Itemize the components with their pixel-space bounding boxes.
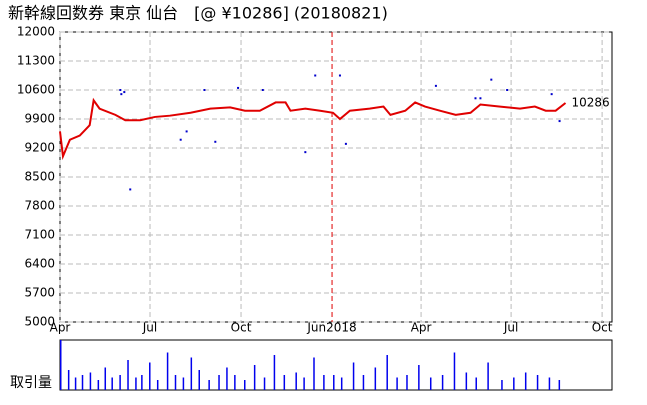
y-tick-label: 8500 <box>24 170 55 184</box>
volume-bar <box>127 360 129 390</box>
dot <box>185 130 188 133</box>
dot <box>479 97 482 100</box>
dot <box>129 188 132 191</box>
volume-bar <box>333 375 335 390</box>
y-tick-label: 6400 <box>24 257 55 271</box>
dot <box>344 142 347 145</box>
x-tick-label: Apr <box>50 321 71 335</box>
volume-bar <box>465 372 468 390</box>
volume-bar <box>208 380 210 390</box>
y-tick-label: 9900 <box>24 112 55 126</box>
chart-title: 新幹線回数券 東京 仙台 [@ ¥10286] (20180821) <box>8 4 388 23</box>
volume-bar <box>352 362 355 390</box>
volume-bar <box>441 375 444 390</box>
volume-bar <box>453 352 456 390</box>
volume-bar <box>548 377 551 390</box>
volume-bar <box>487 362 489 390</box>
volume-bar <box>303 377 305 390</box>
volume-bar <box>74 377 77 390</box>
volume-bar <box>273 355 276 390</box>
volume-bar <box>340 377 343 390</box>
x-tick-label: Oct <box>592 321 613 335</box>
volume-bar <box>283 375 286 390</box>
y-tick-label: 7100 <box>24 228 55 242</box>
x-tick-label: Jun2018 <box>306 321 356 335</box>
volume-bar <box>89 372 92 390</box>
volume-bar <box>111 377 113 390</box>
dot <box>179 138 182 141</box>
volume-area <box>59 339 613 391</box>
volume-bar <box>396 377 398 390</box>
dot <box>314 74 317 77</box>
volume-bar <box>67 370 70 390</box>
volume-bar <box>418 365 420 390</box>
y-tick-label: 9200 <box>24 141 55 155</box>
volume-bar <box>263 377 266 390</box>
volume-bar <box>323 375 325 390</box>
dot <box>550 93 553 96</box>
dot <box>119 89 122 91</box>
x-tick-label: Jul <box>142 321 157 335</box>
volume-bar <box>97 380 100 390</box>
volume-bar <box>190 357 193 390</box>
dot <box>203 89 206 91</box>
last-value-label: 10286 <box>572 96 610 110</box>
volume-bar <box>429 377 432 390</box>
volume-bar <box>253 365 256 390</box>
volume-bar <box>182 377 185 390</box>
x-tick-label: Apr <box>411 321 432 335</box>
volume-bar <box>104 367 107 390</box>
dot <box>558 120 561 123</box>
dot <box>338 74 341 77</box>
volume-bar <box>60 340 62 390</box>
price-line <box>59 97 567 161</box>
dot <box>261 89 264 91</box>
y-tick-label: 11300 <box>17 54 55 68</box>
volume-bar <box>558 380 561 390</box>
volume-bar <box>198 370 200 390</box>
volume-bar <box>234 375 236 390</box>
dot <box>214 140 217 143</box>
volume-bar <box>244 380 246 390</box>
y-tick-label: 5700 <box>24 286 55 300</box>
volume-bar <box>406 375 408 390</box>
dot <box>434 84 437 87</box>
y-tick-label: 7800 <box>24 199 55 213</box>
volume-bar <box>119 375 121 390</box>
dot <box>506 89 509 91</box>
volume-bar <box>81 375 84 390</box>
volume-bar <box>536 375 539 390</box>
volume-bar <box>141 375 143 390</box>
volume-label: 取引量 <box>10 375 52 391</box>
volume-bar <box>156 380 159 390</box>
volume-bar <box>218 375 220 390</box>
dot <box>120 93 123 96</box>
volume-bar <box>149 362 151 390</box>
volume-bar <box>295 372 297 390</box>
volume-bar <box>524 372 527 390</box>
dot <box>123 91 126 94</box>
y-tick-label: 5000 <box>24 315 55 329</box>
volume-bar <box>226 367 228 390</box>
volume-bar <box>313 357 315 390</box>
volume-bar <box>166 352 169 390</box>
y-tick-label: 10600 <box>17 83 55 97</box>
volume-bar <box>501 380 503 390</box>
volume-bar <box>374 367 377 390</box>
volume-bar <box>362 375 365 390</box>
dot <box>490 78 493 81</box>
volume-bar <box>135 377 137 390</box>
dot <box>237 86 240 89</box>
x-tick-label: Oct <box>231 321 252 335</box>
volume-bar <box>174 375 177 390</box>
volume-bar <box>475 377 477 390</box>
volume-bar <box>386 355 388 390</box>
dot <box>474 97 477 100</box>
y-tick-label: 12000 <box>17 25 55 39</box>
x-tick-label: Jul <box>503 321 518 335</box>
dot <box>304 151 307 154</box>
volume-bar <box>513 377 515 390</box>
